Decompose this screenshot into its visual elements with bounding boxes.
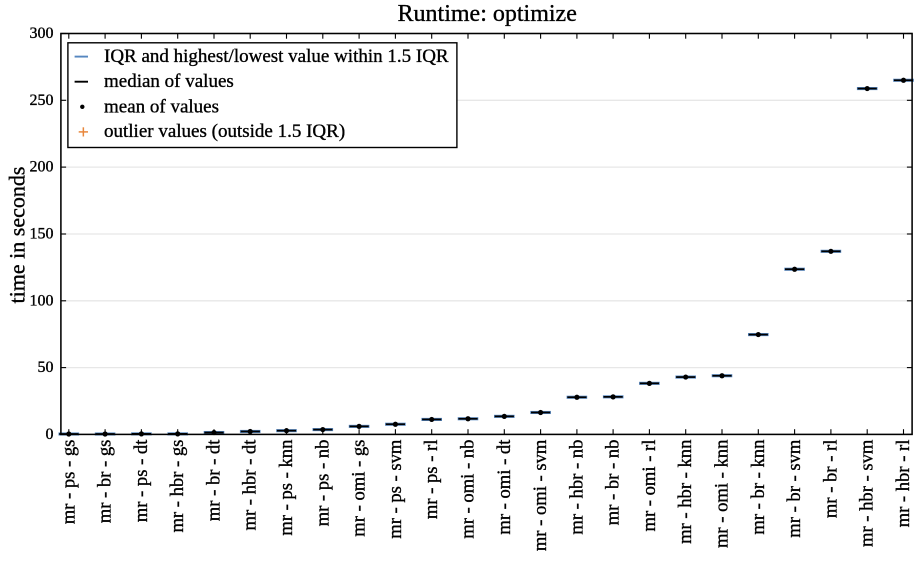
svg-text:mr - hbr - svm: mr - hbr - svm — [857, 439, 878, 547]
svg-text:mr - br - rl: mr - br - rl — [820, 440, 841, 518]
svg-text:mr - hbr - gs: mr - hbr - gs — [167, 440, 188, 533]
svg-text:mr - ps - knn: mr - ps - knn — [276, 439, 297, 536]
svg-text:300: 300 — [30, 25, 54, 42]
svg-text:mr - br - svm: mr - br - svm — [784, 439, 805, 538]
svg-text:mr - ps - gs: mr - ps - gs — [58, 440, 79, 525]
svg-text:mr - hbr - rl: mr - hbr - rl — [893, 440, 914, 528]
svg-text:Runtime: optimize: Runtime: optimize — [398, 1, 577, 27]
svg-text:time in seconds: time in seconds — [4, 167, 29, 304]
svg-text:mr - hbr - knn: mr - hbr - knn — [675, 439, 696, 544]
svg-text:outlier values (outside 1.5 IQ: outlier values (outside 1.5 IQR) — [104, 121, 345, 142]
svg-text:250: 250 — [30, 92, 54, 109]
svg-text:mr - ps - rl: mr - ps - rl — [421, 440, 442, 520]
svg-text:mr - br - knn: mr - br - knn — [748, 439, 769, 535]
svg-text:mr - omi - svm: mr - omi - svm — [530, 439, 551, 551]
svg-text:mr - br - nb: mr - br - nb — [603, 440, 624, 526]
svg-text:mr - br - dt: mr - br - dt — [204, 439, 225, 521]
svg-text:mr - omi - nb: mr - omi - nb — [458, 440, 479, 539]
svg-text:100: 100 — [30, 292, 54, 309]
svg-text:mean of values: mean of values — [104, 96, 219, 117]
svg-text:200: 200 — [30, 159, 54, 176]
svg-text:mr - omi - rl: mr - omi - rl — [639, 440, 660, 532]
svg-text:mr - omi - gs: mr - omi - gs — [349, 440, 370, 537]
svg-text:mr - hbr - dt: mr - hbr - dt — [240, 439, 261, 531]
svg-text:mr - omi - knn: mr - omi - knn — [712, 439, 733, 548]
svg-text:mr - ps - dt: mr - ps - dt — [131, 439, 152, 522]
svg-text:mr - hbr - nb: mr - hbr - nb — [566, 440, 587, 535]
svg-text:50: 50 — [38, 359, 54, 376]
svg-text:IQR and highest/lowest value w: IQR and highest/lowest value within 1.5 … — [104, 46, 449, 67]
svg-text:150: 150 — [30, 226, 54, 243]
svg-text:mr - ps - svm: mr - ps - svm — [385, 439, 406, 539]
svg-text:mr - ps - nb: mr - ps - nb — [312, 440, 333, 527]
svg-text:0: 0 — [46, 426, 54, 443]
svg-text:mr - omi - dt: mr - omi - dt — [494, 439, 515, 535]
svg-text:median of values: median of values — [104, 71, 234, 92]
svg-text:mr - br - gs: mr - br - gs — [95, 440, 116, 524]
